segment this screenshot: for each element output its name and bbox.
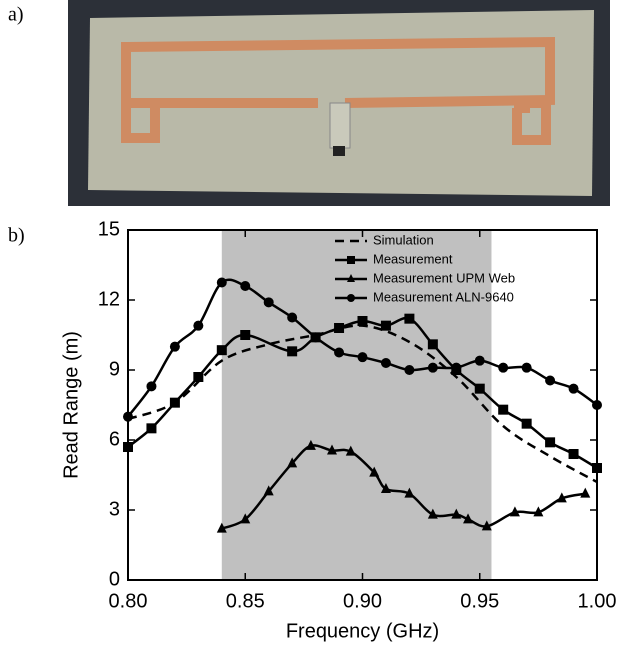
panel-label: a) <box>8 4 24 26</box>
data-point <box>216 277 227 288</box>
x-tick-label: 0.85 <box>226 590 265 612</box>
legend-label: Measurement ALN-9640 <box>373 289 514 304</box>
y-tick-label: 3 <box>109 498 120 520</box>
data-point <box>568 449 579 459</box>
data-point <box>240 513 251 524</box>
x-tick-label: 0.90 <box>343 590 382 612</box>
data-point <box>334 347 345 358</box>
x-tick-label: 1.00 <box>578 590 617 612</box>
data-point <box>169 397 180 408</box>
x-tick-label: 0.80 <box>109 590 148 612</box>
data-point <box>427 508 438 519</box>
data-point <box>474 383 485 394</box>
data-point <box>146 423 157 434</box>
data-point <box>146 381 157 392</box>
data-point <box>263 485 274 496</box>
data-point <box>240 330 251 340</box>
data-point <box>481 520 492 531</box>
data-point <box>287 312 298 323</box>
legend-marker <box>347 294 355 302</box>
legend-label: Measurement UPM Web <box>373 270 515 285</box>
data-point <box>327 444 338 455</box>
data-point <box>404 487 415 498</box>
plot-frame <box>127 229 598 581</box>
data-point <box>451 508 462 519</box>
data-point <box>427 339 438 350</box>
data-point <box>521 362 532 373</box>
data-point <box>545 375 556 386</box>
antenna-photo <box>68 0 610 206</box>
data-point <box>345 445 356 456</box>
data-point <box>533 506 544 517</box>
data-point <box>357 316 368 326</box>
data-point <box>404 365 415 375</box>
data-point <box>498 362 509 373</box>
data-point <box>580 487 591 498</box>
data-point <box>310 332 321 343</box>
data-point <box>463 513 474 524</box>
x-tick-label: 0.95 <box>460 590 499 612</box>
data-point <box>287 457 298 468</box>
data-point <box>498 404 509 415</box>
data-point <box>305 439 316 450</box>
data-point <box>216 345 227 356</box>
y-axis-label: Read Range (m) <box>60 331 82 479</box>
data-point <box>568 383 579 394</box>
data-point <box>287 346 298 357</box>
data-point <box>404 313 415 324</box>
shaded-region <box>221 230 492 580</box>
data-point <box>380 483 391 493</box>
data-point <box>193 320 204 331</box>
legend-label: Measurement <box>373 251 453 266</box>
legend-marker <box>347 256 355 264</box>
y-tick-label: 0 <box>109 568 120 590</box>
data-point <box>474 355 485 366</box>
data-point <box>240 281 251 291</box>
y-tick-label: 9 <box>109 358 120 380</box>
chart: 0.80 0.85 0.90 0.95 1.00 0 3 6 9 12 15 Frequency (G… <box>60 218 616 642</box>
legend-label: Simulation <box>373 232 434 247</box>
data-point <box>334 323 345 333</box>
y-tick-label: 15 <box>98 218 120 240</box>
data-point <box>216 522 227 533</box>
data-point <box>556 492 567 503</box>
data-point <box>357 352 368 363</box>
y-tick-label: 6 <box>109 428 120 450</box>
data-point <box>169 341 180 352</box>
panel-label: b) <box>8 225 25 247</box>
data-point <box>193 372 204 382</box>
data-point <box>521 418 532 429</box>
legend-marker <box>347 274 355 282</box>
data-point <box>369 466 380 477</box>
data-point <box>263 297 274 308</box>
data-point <box>380 320 391 331</box>
data-point <box>509 506 520 517</box>
data-point <box>427 362 438 373</box>
y-tick-label: 12 <box>98 288 120 310</box>
data-point <box>380 358 391 368</box>
data-point <box>545 437 556 448</box>
data-point <box>451 362 462 373</box>
x-axis-label: Frequency (GHz) <box>286 620 439 642</box>
